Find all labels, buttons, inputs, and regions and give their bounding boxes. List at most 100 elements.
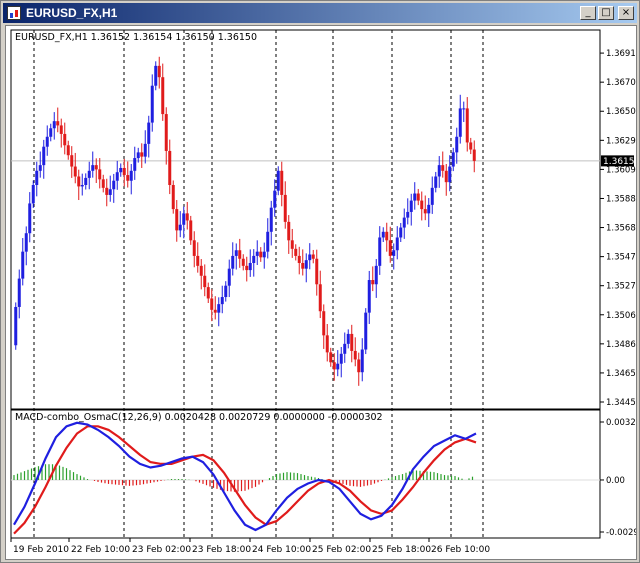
y-tick-label: 1.36295 — [606, 136, 636, 146]
vertical-gridlines — [33, 30, 484, 538]
y-tick-label: 1.35270 — [606, 282, 636, 292]
candle-body — [189, 220, 193, 241]
candle-body — [98, 169, 102, 180]
current-price-label: 1.36150 — [603, 157, 636, 167]
candle-body — [416, 193, 420, 201]
x-tick-label: 23 Feb 02:00 — [132, 545, 191, 555]
candle-body — [150, 85, 154, 123]
candle-body — [238, 250, 242, 259]
candle-body — [388, 240, 392, 256]
candle-body — [437, 165, 441, 177]
candle-body — [73, 166, 77, 177]
candle-body — [465, 108, 469, 143]
candle-body — [245, 265, 249, 271]
candle-body — [87, 170, 91, 178]
candle-body — [451, 152, 455, 167]
y-tick-label: 1.36500 — [606, 107, 636, 117]
candle-body — [38, 165, 42, 171]
candle-body — [266, 231, 270, 252]
candle-body — [318, 284, 322, 312]
candle-body — [171, 184, 175, 210]
x-tick-label: 26 Feb 10:00 — [431, 545, 490, 555]
candle-body — [157, 65, 161, 78]
candle-body — [343, 343, 347, 354]
candle-body — [469, 142, 473, 150]
candle-body — [441, 165, 445, 171]
main-price-panel[interactable] — [10, 29, 601, 410]
candle-body — [203, 275, 207, 288]
candle-body — [336, 363, 340, 370]
candle-body — [140, 152, 144, 157]
y-tick-label: 1.34860 — [606, 340, 636, 350]
candle-body — [262, 251, 266, 258]
y-tick-label: 1.35065 — [606, 311, 636, 321]
candle-body — [455, 136, 459, 153]
candle-body — [70, 155, 74, 167]
candle-body — [234, 250, 238, 256]
candle-body — [346, 333, 350, 344]
candle-body — [133, 158, 137, 171]
candle-body — [35, 170, 39, 185]
candle-body — [122, 167, 126, 176]
candle-body — [119, 167, 123, 173]
maximize-button[interactable]: □ — [598, 6, 614, 20]
candle-body — [241, 258, 245, 266]
x-tick-label: 25 Feb 02:00 — [312, 545, 371, 555]
candle-body — [280, 170, 284, 195]
candle-body — [59, 125, 63, 134]
candle-body — [304, 260, 308, 269]
candle-body — [472, 149, 476, 161]
candle-body — [42, 146, 46, 166]
candle-body — [430, 187, 434, 205]
candle-body — [360, 349, 364, 373]
candle-body — [227, 268, 231, 286]
candle-body — [420, 200, 424, 210]
candle-body — [311, 254, 315, 259]
macd-tick-label: 0.00 — [606, 476, 625, 486]
macd-tick-label: -0.00291 — [606, 528, 636, 538]
candle-body — [462, 108, 466, 110]
candle-body — [115, 172, 119, 181]
candle-body — [448, 166, 452, 183]
title-bar[interactable]: EURUSD_FX,H1 _ □ × — [3, 3, 637, 23]
candle-body — [136, 152, 140, 159]
candle-body — [248, 263, 252, 271]
candle-body — [112, 180, 116, 190]
close-button[interactable]: × — [618, 6, 634, 20]
candle-body — [399, 227, 403, 238]
indicator-info-label: MACD-combo_OsmaC(12,26,9) 0.0020428 0.00… — [15, 412, 383, 423]
minimize-button[interactable]: _ — [580, 6, 596, 20]
macd-axis: 0.003242 0.00 -0.00291 — [600, 418, 636, 538]
candle-body — [269, 207, 273, 232]
candle-body — [402, 217, 406, 228]
candle-body — [434, 176, 438, 188]
candle-body — [427, 204, 431, 214]
candle-body — [91, 165, 95, 171]
candle-body — [77, 176, 81, 187]
candle-body — [290, 240, 294, 249]
candle-body — [220, 297, 224, 305]
candle-body — [444, 170, 448, 183]
candle-body — [129, 170, 133, 181]
candle-body — [49, 128, 53, 137]
current-price-tag — [601, 155, 634, 167]
candle-body — [350, 333, 354, 351]
candle-body — [259, 251, 263, 258]
candle-body — [94, 165, 98, 170]
y-tick-label: 1.36705 — [606, 78, 636, 88]
candle-body — [143, 143, 147, 157]
candle-body — [367, 280, 371, 313]
candle-body — [357, 359, 361, 373]
x-tick-label: 24 Feb 10:00 — [252, 545, 311, 555]
candle-body — [374, 265, 378, 285]
candle-body — [409, 200, 413, 212]
candle-body — [287, 221, 291, 241]
y-tick-label: 1.36910 — [606, 49, 636, 59]
chart-area[interactable]: 1.36910 1.36705 1.36500 1.36295 1.36090 1.358… — [5, 25, 637, 560]
chart-canvas[interactable]: 1.36910 1.36705 1.36500 1.36295 1.36090 1.358… — [6, 26, 636, 559]
candle-body — [45, 136, 49, 147]
candle-body — [301, 263, 305, 269]
indicator-panel[interactable] — [10, 409, 601, 539]
candle-body — [423, 209, 427, 214]
